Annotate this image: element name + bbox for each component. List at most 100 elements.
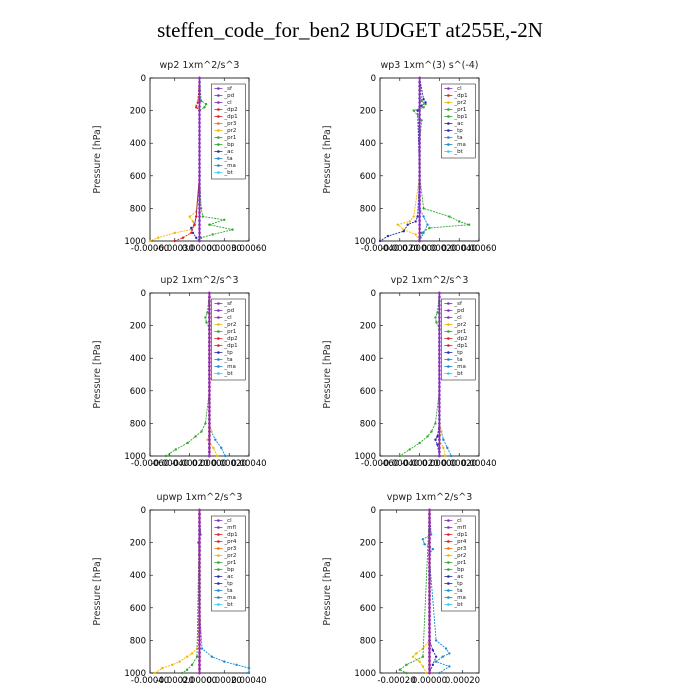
data-point	[214, 438, 217, 441]
data-point	[208, 385, 211, 389]
data-point	[181, 236, 185, 239]
data-point	[208, 450, 211, 454]
data-point	[418, 150, 421, 153]
data-point	[438, 671, 441, 675]
x-tick-label: 0.00040	[231, 459, 266, 469]
data-point	[198, 582, 201, 585]
data-point	[418, 215, 421, 218]
legend-label: _pr1	[453, 560, 466, 566]
data-point	[418, 219, 421, 222]
data-point	[208, 454, 211, 458]
data-point	[171, 663, 174, 667]
data-point	[198, 223, 201, 226]
data-point	[198, 529, 201, 532]
series-group	[164, 291, 227, 458]
data-point	[415, 652, 418, 655]
data-point	[208, 369, 211, 372]
data-point	[206, 438, 209, 441]
x-tick-label: -0.00020	[381, 244, 419, 254]
data-point	[198, 198, 201, 202]
data-point	[198, 203, 201, 206]
data-point	[444, 647, 448, 650]
data-point	[418, 235, 421, 239]
data-point	[208, 352, 211, 356]
data-point	[431, 547, 434, 551]
x-tick-label: -0.00040	[131, 676, 169, 686]
data-point	[198, 647, 201, 650]
data-point	[198, 158, 201, 161]
data-point	[216, 454, 219, 458]
data-point	[198, 194, 201, 198]
legend-marker	[447, 372, 450, 375]
data-point	[208, 442, 211, 446]
data-point	[428, 561, 431, 565]
data-point	[398, 454, 401, 458]
data-point	[173, 239, 176, 243]
data-point	[418, 227, 421, 231]
data-point	[208, 389, 211, 393]
data-point	[198, 178, 201, 182]
data-point	[198, 125, 201, 129]
data-point	[426, 223, 429, 226]
y-tick-label: 800	[130, 636, 146, 646]
data-point	[423, 543, 426, 546]
legend-marker	[217, 519, 220, 522]
legend-label: _pr2	[453, 100, 466, 106]
data-point	[428, 565, 431, 569]
series-group	[148, 76, 234, 243]
data-point	[208, 381, 211, 384]
legend-marker	[217, 143, 220, 146]
x-tick-label: 0.00020	[445, 676, 480, 686]
data-point	[428, 573, 431, 577]
data-point	[164, 454, 168, 458]
data-point	[188, 215, 191, 218]
data-point	[193, 223, 196, 226]
legend-marker	[217, 150, 220, 153]
data-point	[198, 182, 201, 186]
data-point	[198, 541, 201, 544]
legend-marker	[447, 129, 450, 132]
legend-label: _tp	[453, 128, 463, 134]
data-point	[198, 557, 201, 561]
data-point	[438, 438, 441, 441]
data-point	[190, 226, 193, 230]
legend-marker	[447, 337, 450, 340]
data-point	[198, 207, 201, 210]
data-point	[398, 668, 401, 671]
data-point	[412, 215, 415, 218]
data-point	[425, 671, 428, 675]
data-point	[210, 655, 214, 658]
plot-frame	[379, 292, 480, 457]
data-point	[418, 154, 421, 157]
data-point	[428, 630, 431, 634]
data-point	[428, 655, 431, 658]
data-point	[438, 405, 441, 409]
legend-box	[211, 515, 246, 612]
data-point	[448, 215, 451, 218]
legend-marker	[217, 330, 220, 333]
series-line-tp	[422, 509, 451, 674]
legend-marker	[447, 603, 450, 606]
x-tick-label: 0.00000	[422, 459, 457, 469]
data-point	[198, 133, 201, 137]
data-point	[431, 663, 434, 667]
data-point	[198, 166, 201, 169]
data-point	[438, 450, 441, 454]
legend-marker	[447, 582, 450, 585]
data-point	[198, 663, 201, 667]
legend-marker	[217, 554, 220, 557]
data-point	[198, 129, 201, 133]
data-point	[438, 442, 441, 446]
data-point	[428, 226, 431, 230]
data-point	[418, 137, 421, 141]
legend-label: _mfl	[453, 525, 466, 531]
series-line-pr2	[412, 510, 430, 674]
legend-marker	[447, 519, 450, 522]
legend-label: _cl	[223, 315, 232, 321]
data-point	[448, 652, 451, 655]
legend-marker	[447, 358, 450, 361]
data-point	[198, 508, 201, 512]
legend-marker	[217, 94, 220, 97]
data-point	[428, 537, 431, 540]
data-point	[434, 422, 437, 425]
